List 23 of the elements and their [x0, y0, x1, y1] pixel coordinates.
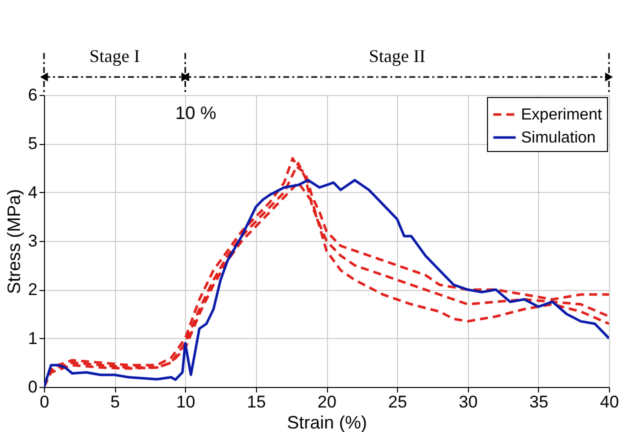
- text: Stage II: [368, 46, 426, 66]
- y-tick-label: 3: [28, 232, 38, 250]
- y-axis-title: Stress (MPa): [4, 188, 24, 294]
- legend-label: Experiment: [521, 106, 602, 124]
- ref-line-label: 10 %: [175, 103, 216, 123]
- x-tick-label: 5: [110, 392, 120, 412]
- x-tick-label: 10: [176, 392, 196, 412]
- x-tick-label: 15: [246, 392, 266, 412]
- x-tick-label: 0: [40, 392, 50, 412]
- x-tick-label: 30: [458, 392, 478, 412]
- text: Stage I: [89, 46, 140, 66]
- y-tick-label: 1: [28, 328, 38, 348]
- y-tick-label: 0: [28, 378, 38, 396]
- y-tick-label: 5: [28, 134, 38, 154]
- legend-label: Simulation: [521, 130, 596, 146]
- x-tick-label: 20: [318, 392, 336, 412]
- x-tick-label: 40: [600, 392, 619, 412]
- y-tick-label: 6: [28, 86, 38, 104]
- y-tick-label: 2: [28, 280, 38, 300]
- x-tick-label: 25: [388, 392, 408, 412]
- y-tick-label: 4: [28, 182, 38, 202]
- x-axis-title: Strain (%): [286, 412, 368, 432]
- x-tick-label: 35: [529, 392, 548, 412]
